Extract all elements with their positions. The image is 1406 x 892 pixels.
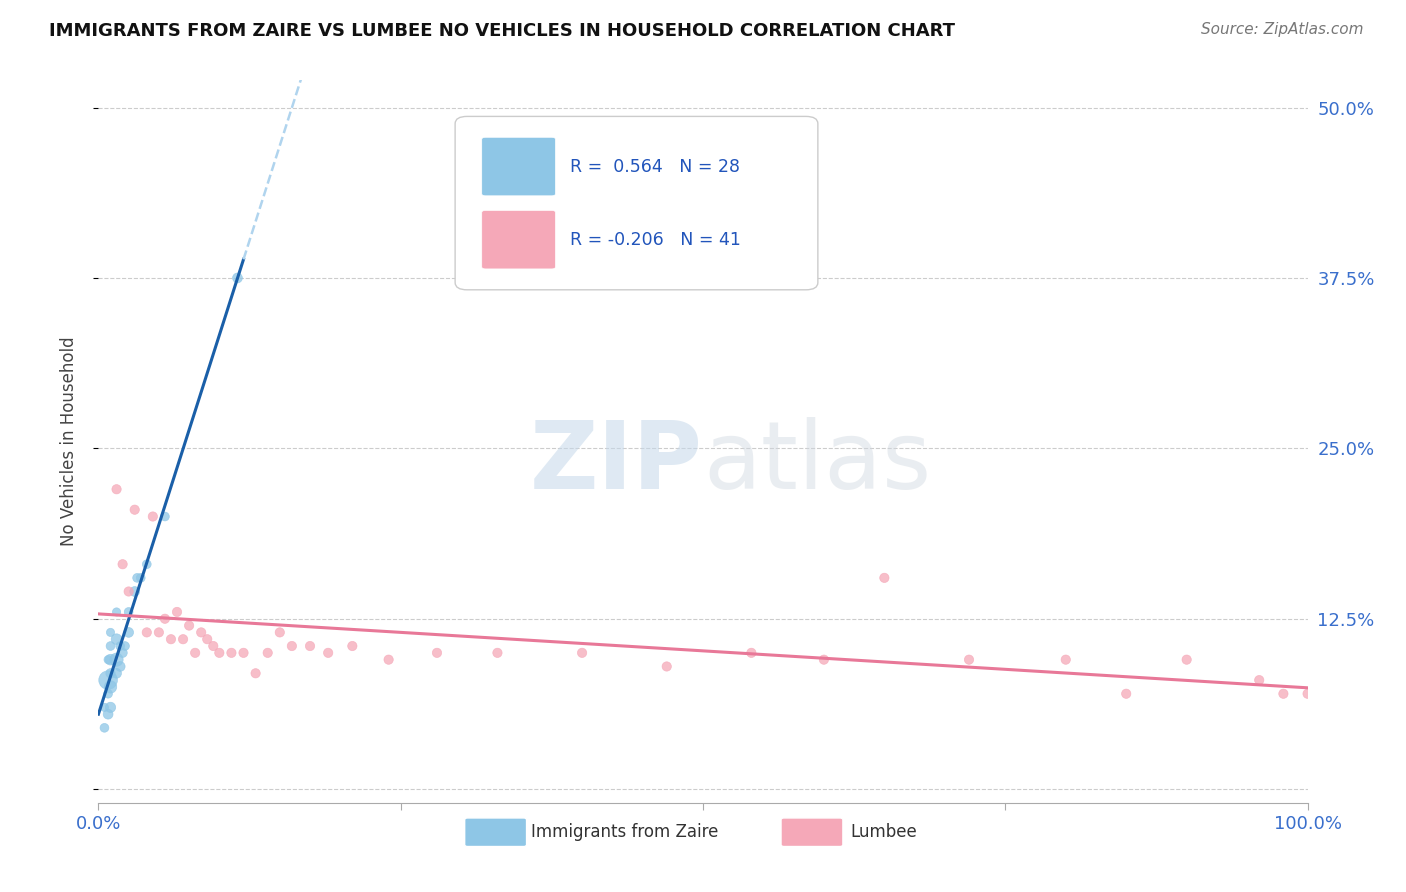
Text: atlas: atlas [703,417,931,509]
Point [118,584,141,599]
Text: Source: ZipAtlas.com: Source: ZipAtlas.com [1201,22,1364,37]
Point [1054,653,1077,667]
Text: IMMIGRANTS FROM ZAIRE VS LUMBEE NO VEHICLES IN HOUSEHOLD CORRELATION CHART: IMMIGRANTS FROM ZAIRE VS LUMBEE NO VEHIC… [49,22,955,40]
Point [245,666,267,681]
Point [97,673,120,687]
Text: Immigrants from Zaire: Immigrants from Zaire [530,823,718,841]
Point [93,700,115,714]
Point [108,659,131,673]
Point [124,584,146,599]
Point [153,509,176,524]
Point [114,639,136,653]
Point [100,653,122,667]
Point [105,632,128,647]
Point [97,687,120,701]
Point [426,646,449,660]
Point [127,571,149,585]
FancyBboxPatch shape [482,211,555,268]
Text: Lumbee: Lumbee [849,823,917,841]
Point [100,680,122,694]
Point [256,646,278,660]
FancyBboxPatch shape [456,117,818,290]
Text: R = -0.206   N = 41: R = -0.206 N = 41 [569,231,741,249]
Y-axis label: No Vehicles in Household: No Vehicles in Household [59,336,77,547]
Point [100,666,122,681]
Point [129,571,152,585]
Point [299,639,322,653]
Point [105,666,128,681]
Point [655,659,678,673]
Point [221,646,243,660]
Point [124,502,146,516]
Point [232,646,254,660]
Point [105,482,128,496]
Point [179,618,201,632]
Point [172,632,194,647]
Point [269,625,291,640]
Point [135,625,157,640]
Point [100,625,122,640]
Text: R =  0.564   N = 28: R = 0.564 N = 28 [569,158,740,176]
Point [740,646,762,660]
Point [190,625,212,640]
Point [571,646,593,660]
Point [226,271,249,285]
Point [105,605,128,619]
Point [957,653,980,667]
Point [97,653,120,667]
Point [93,721,115,735]
Point [153,612,176,626]
Point [184,646,207,660]
Point [1272,687,1295,701]
Point [166,605,188,619]
Point [873,571,896,585]
Point [316,646,339,660]
Point [111,646,134,660]
Point [142,509,165,524]
FancyBboxPatch shape [482,137,555,196]
Point [148,625,170,640]
Point [195,632,218,647]
Point [108,639,131,653]
Point [100,700,122,714]
Point [1175,653,1198,667]
Point [1115,687,1137,701]
Point [377,653,399,667]
Point [813,653,835,667]
Point [202,639,225,653]
Point [486,646,509,660]
Point [1296,687,1319,701]
Point [97,707,120,722]
Point [208,646,231,660]
Point [342,639,364,653]
Point [118,625,141,640]
Point [135,558,157,572]
Point [100,639,122,653]
Point [111,558,134,572]
Point [281,639,304,653]
Point [160,632,183,647]
Point [118,605,141,619]
Point [105,653,128,667]
Text: ZIP: ZIP [530,417,703,509]
Point [1249,673,1271,687]
